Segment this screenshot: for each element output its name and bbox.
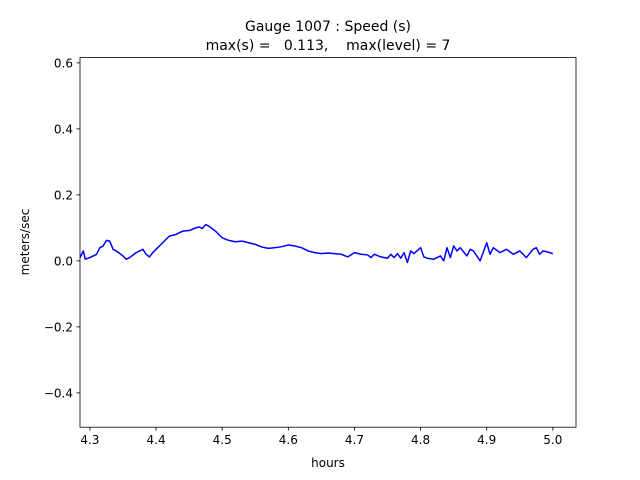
x-tick-label: 4.3 [80,433,99,447]
chart-title: Gauge 1007 : Speed (s) [245,19,411,35]
y-tick-label: 0.0 [54,254,73,268]
y-tick-label: 0.6 [54,56,73,70]
plot-frame [79,57,577,428]
y-tick-label: −0.2 [44,320,73,334]
x-tick-label: 4.9 [477,433,496,447]
x-tick-label: 4.6 [279,433,298,447]
y-axis-label: meters/sec [18,209,32,276]
x-tick-label: 5.0 [543,433,562,447]
y-tick-label: 0.4 [54,122,73,136]
x-tick-label: 4.7 [345,433,364,447]
y-tick-label: −0.4 [44,386,73,400]
x-tick-label: 4.4 [147,433,166,447]
x-tick-label: 4.5 [213,433,232,447]
x-tick-label: 4.8 [411,433,430,447]
data-line [80,223,554,264]
chart-subtitle: max(s) = 0.113, max(level) = 7 [206,38,451,54]
y-tick-label: 0.2 [54,188,73,202]
x-axis-label: hours [311,456,345,470]
